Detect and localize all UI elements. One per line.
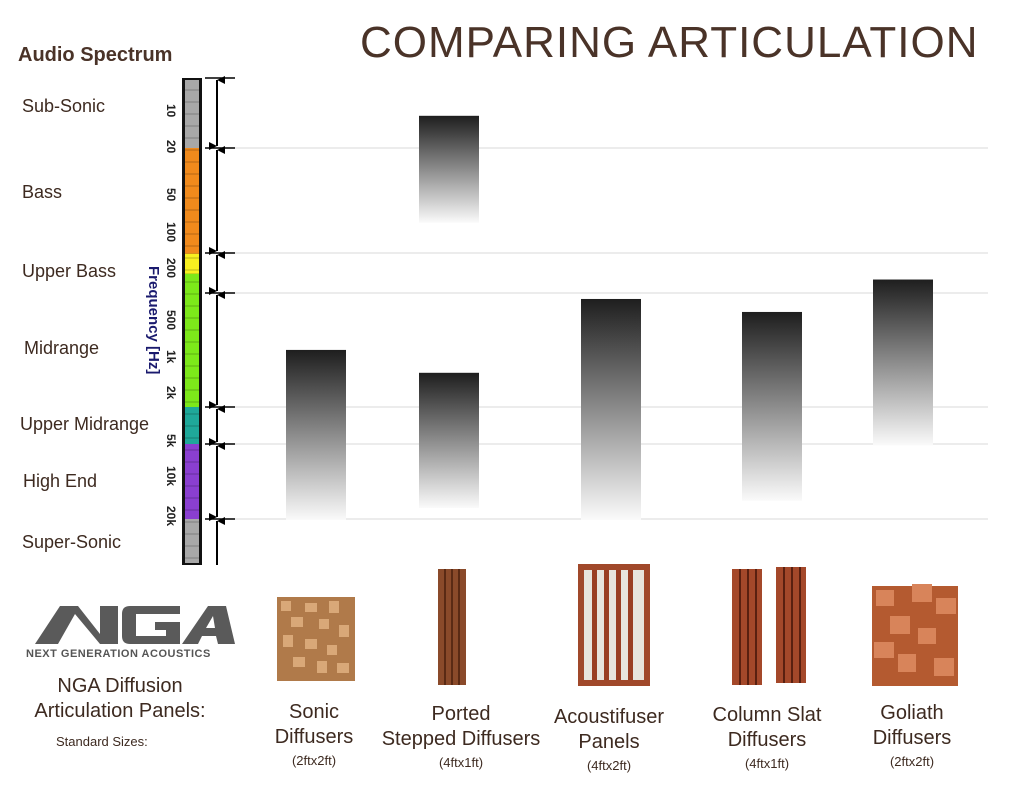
band-label-super-sonic: Super-Sonic xyxy=(22,532,122,552)
frequency-axis-label: Frequency [Hz] xyxy=(145,266,162,375)
spectrum-band-segment xyxy=(185,148,199,254)
tick-label: 10 xyxy=(164,104,178,118)
spectrum-band-segment xyxy=(185,407,199,444)
ported-stepped-diffuser-image xyxy=(438,569,466,685)
product-name: Acoustifuser xyxy=(553,706,665,728)
tick-label: 200 xyxy=(164,258,178,279)
product-size: (2ftx2ft) xyxy=(291,753,337,768)
product-name: Diffusers xyxy=(274,726,354,748)
brand-heading-line1: NGA Diffusion xyxy=(57,675,183,697)
product-size: (4ftx2ft) xyxy=(586,758,632,773)
frequency-range-bar xyxy=(419,372,479,508)
column-slat-diffuser-image xyxy=(732,567,806,685)
tick-label: 2k xyxy=(164,386,178,400)
product-name: Stepped Diffusers xyxy=(381,728,541,750)
tick-label: 100 xyxy=(164,222,178,243)
band-label-high-end: High End xyxy=(23,471,98,491)
spectrum-band-segment xyxy=(185,519,199,563)
product-size: (4ftx1ft) xyxy=(744,756,790,771)
frequency-range-bar xyxy=(286,349,346,520)
band-label-bass: Bass xyxy=(22,182,63,202)
product-label-sonic: Sonic Diffusers (2ftx2ft) xyxy=(275,700,354,770)
spectrum-band-segment xyxy=(185,80,199,148)
tick-label: 500 xyxy=(164,310,178,331)
product-size: (4ftx1ft) xyxy=(438,755,484,770)
product-label-column-slat: Column Slat Diffusers (4ftx1ft) xyxy=(713,703,822,773)
frequency-range-bar xyxy=(419,115,479,223)
product-name: Goliath xyxy=(880,702,944,724)
product-name: Column Slat xyxy=(712,704,822,726)
tick-label: 50 xyxy=(164,188,178,202)
goliath-diffuser-image xyxy=(872,584,958,686)
spectrum-band-segment xyxy=(185,444,199,519)
nga-logo xyxy=(35,606,235,644)
band-label-upper-midrange: Upper Midrange xyxy=(20,414,150,434)
tick-label: 5k xyxy=(164,434,178,448)
page-title: COMPARING ARTICULATION xyxy=(360,18,979,67)
product-name: Diffusers xyxy=(727,729,807,751)
product-label-acoustifuser: Acoustifuser Panels (4ftx2ft) xyxy=(554,705,664,775)
frequency-range-bar xyxy=(581,298,641,520)
band-label-sub-sonic: Sub-Sonic xyxy=(22,96,106,116)
spectrum-band-segment xyxy=(185,253,199,274)
product-name: Panels xyxy=(578,731,640,753)
brand-heading-line2: Articulation Panels: xyxy=(34,700,206,722)
frequency-range-bar xyxy=(873,279,933,446)
product-name: Diffusers xyxy=(872,727,952,749)
tick-label: 20 xyxy=(164,140,178,154)
band-label-midrange: Midrange xyxy=(24,338,100,358)
spectrum-title: Audio Spectrum xyxy=(18,44,173,66)
logo-subtitle: NEXT GENERATION ACOUSTICS xyxy=(26,648,211,660)
product-name: Sonic xyxy=(288,701,340,723)
brand-heading: NGA Diffusion Articulation Panels: xyxy=(30,674,210,724)
product-label-goliath: Goliath Diffusers (2ftx2ft) xyxy=(873,701,952,771)
product-name: Ported xyxy=(431,703,491,725)
product-label-ported: Ported Stepped Diffusers (4ftx1ft) xyxy=(382,702,541,772)
tick-label: 1k xyxy=(164,350,178,364)
standard-sizes-label: Standard Sizes: xyxy=(56,734,148,749)
sonic-diffuser-image xyxy=(277,597,355,681)
spectrum-band-segment xyxy=(185,273,199,407)
tick-label: 10k xyxy=(164,466,178,487)
acoustifuser-panel-image xyxy=(578,564,650,686)
tick-label: 20k xyxy=(164,506,178,527)
band-label-upper-bass: Upper Bass xyxy=(22,261,117,281)
product-size: (2ftx2ft) xyxy=(889,754,935,769)
frequency-range-bar xyxy=(742,311,802,501)
